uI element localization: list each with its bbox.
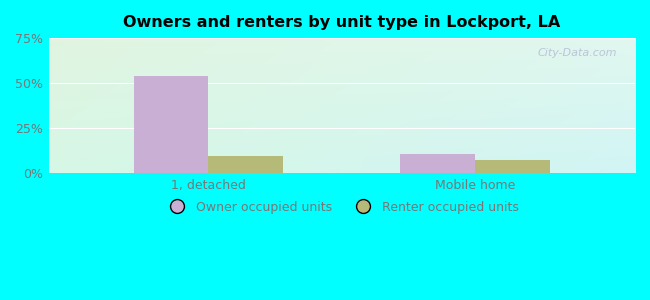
Legend: Owner occupied units, Renter occupied units: Owner occupied units, Renter occupied un… <box>160 196 524 219</box>
Bar <box>134 76 209 173</box>
Bar <box>400 154 475 173</box>
Text: City-Data.com: City-Data.com <box>538 48 617 58</box>
Bar <box>475 160 550 173</box>
Bar <box>209 156 283 173</box>
Title: Owners and renters by unit type in Lockport, LA: Owners and renters by unit type in Lockp… <box>123 15 560 30</box>
